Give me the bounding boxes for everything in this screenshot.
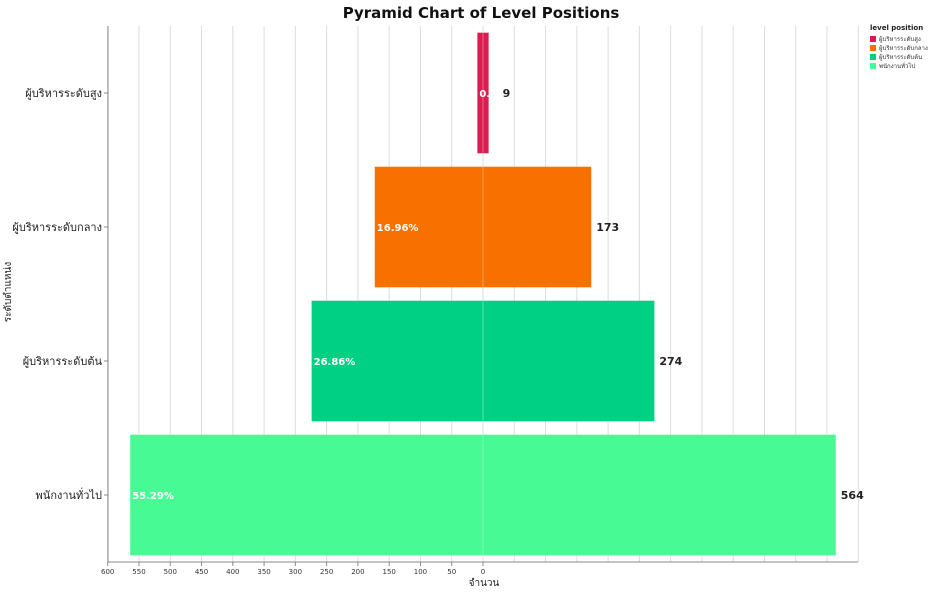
x-tick-label: 550	[132, 568, 145, 576]
category-label: พนักงานทั่วไป	[36, 487, 102, 502]
legend-item: พนักงานทั่วไป	[870, 61, 928, 70]
legend-label: พนักงานทั่วไป	[879, 62, 916, 70]
x-tick-label: 100	[414, 568, 427, 576]
x-tick-label: 350	[257, 568, 270, 576]
x-tick-label: 500	[164, 568, 177, 576]
x-tick-label: 150	[382, 568, 395, 576]
chart-title: Pyramid Chart of Level Positions	[342, 4, 620, 22]
category-label: ผู้บริหารระดับสูง	[25, 87, 102, 100]
bar-labels: 0. 9 16.96% 173 26.86% 274 55.29% 564	[132, 87, 864, 502]
legend-item: ผู้บริหารระดับสูง	[870, 34, 928, 43]
x-tick-label: 50	[447, 568, 456, 576]
percent-label: 26.86%	[314, 357, 356, 368]
bar	[374, 166, 592, 288]
bar	[130, 434, 836, 556]
legend: level position ผู้บริหารระดับสูง ผู้บริหา…	[870, 24, 928, 70]
category-label: ผู้บริหารระดับกลาง	[12, 221, 102, 234]
value-label: 274	[659, 355, 682, 368]
legend-label: ผู้บริหารระดับสูง	[879, 35, 921, 43]
legend-item: ผู้บริหารระดับกลาง	[870, 43, 928, 52]
legend-label: ผู้บริหารระดับต้น	[879, 53, 923, 61]
axes: 600 550 500 450 400 350 300 250 200 150 100 50 0ผู้บ…	[12, 26, 858, 576]
percent-label: 16.96%	[377, 223, 419, 234]
legend-swatch	[870, 62, 876, 69]
x-tick-label: 600	[101, 568, 114, 576]
value-label: 9	[503, 87, 511, 100]
category-label: ผู้บริหารระดับต้น	[23, 355, 103, 368]
x-tick-label: 0	[481, 568, 485, 576]
legend-item: ผู้บริหารระดับต้น	[870, 52, 928, 61]
x-tick-label: 200	[351, 568, 364, 576]
legend-title: level position	[870, 24, 924, 32]
bars	[130, 32, 836, 556]
percent-label: 55.29%	[132, 491, 174, 502]
legend-label: ผู้บริหารระดับกลาง	[879, 44, 928, 52]
value-label: 173	[596, 221, 619, 234]
x-tick-label: 450	[195, 568, 208, 576]
bar	[477, 32, 489, 154]
y-axis-label: ระดับตำแหน่ง	[3, 262, 14, 323]
legend-swatch	[870, 44, 876, 51]
legend-swatch	[870, 35, 876, 42]
x-axis-label: จำนวน	[469, 578, 500, 589]
x-tick-label: 400	[226, 568, 239, 576]
percent-label: 0.	[479, 89, 490, 100]
bar	[311, 300, 655, 422]
x-tick-label: 300	[289, 568, 302, 576]
value-label: 564	[841, 489, 864, 502]
x-tick-label: 250	[320, 568, 333, 576]
legend-swatch	[870, 53, 876, 60]
